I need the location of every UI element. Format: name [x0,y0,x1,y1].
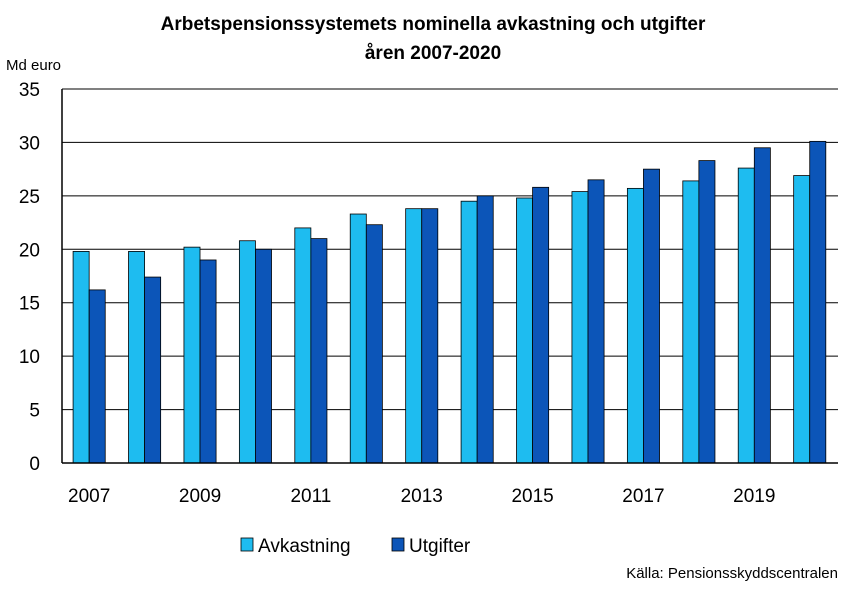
legend: Avkastning Utgifter [240,536,471,557]
x-axis-tick-labels: 2007 2009 2011 2013 2015 2017 2019 [68,486,775,507]
bar-avkastning-2013 [405,208,423,464]
bar-avkastning-2007 [72,251,90,464]
y-tick-label: 5 [29,401,40,422]
y-axis-unit-label: Md euro [6,57,61,74]
bar-avkastning-2008 [128,251,145,464]
gridlines [62,88,838,411]
y-tick-label: 30 [19,133,40,154]
x-tick-label: 2019 [733,486,775,507]
y-tick-label: 0 [29,454,40,475]
legend-swatch-avkastning [240,537,254,552]
x-tick-label: 2013 [401,486,443,507]
y-axis-tick-labels: 0 5 10 15 20 25 30 35 [19,80,40,475]
bar-utgifter-2016 [587,179,605,464]
bar-avkastning-2012 [349,213,367,464]
legend-label-utgifter: Utgifter [409,536,471,557]
bar-avkastning-2011 [294,227,312,464]
x-tick-label: 2017 [622,486,664,507]
bar-utgifter-2007 [88,289,106,464]
x-tick-label: 2011 [290,486,331,507]
bar-utgifter-2013 [421,208,439,464]
x-tick-label: 2009 [179,486,221,507]
bar-utgifter-2015 [532,186,550,464]
bar-avkastning-2019 [737,167,755,464]
bar-utgifter-2009 [199,259,217,464]
bar-avkastning-2017 [626,187,644,464]
y-tick-label: 25 [19,187,40,208]
legend-swatch-utgifter [391,537,405,552]
y-tick-label: 35 [19,80,40,101]
y-tick-label: 15 [19,294,40,315]
x-tick-label: 2015 [511,486,553,507]
bar-utgifter-2014 [476,195,494,464]
x-tick-label: 2007 [68,486,110,507]
bar-utgifter-2008 [144,276,162,464]
y-tick-label: 10 [19,347,40,368]
bar-avkastning-2020 [793,175,811,464]
bar-utgifter-2010 [255,248,272,464]
bar-utgifter-2017 [643,168,660,464]
bar-avkastning-2014 [460,200,478,464]
bar-avkastning-2010 [238,240,256,464]
bar-avkastning-2016 [571,191,589,464]
bar-utgifter-2019 [753,147,771,464]
bar-avkastning-2009 [183,246,201,464]
legend-label-avkastning: Avkastning [258,536,351,557]
bar-utgifter-2012 [365,224,383,464]
chart-subtitle: åren 2007-2020 [365,43,501,64]
bar-utgifter-2011 [310,238,328,464]
bars [72,140,827,464]
bar-avkastning-2018 [682,180,700,464]
chart-title: Arbetspensionssystemets nominella avkast… [161,14,706,35]
bar-utgifter-2018 [698,160,716,464]
source-note: Källa: Pensionsskyddscentralen [626,565,838,582]
bar-utgifter-2020 [809,140,827,464]
bar-avkastning-2015 [516,197,533,464]
y-tick-label: 20 [19,240,40,261]
